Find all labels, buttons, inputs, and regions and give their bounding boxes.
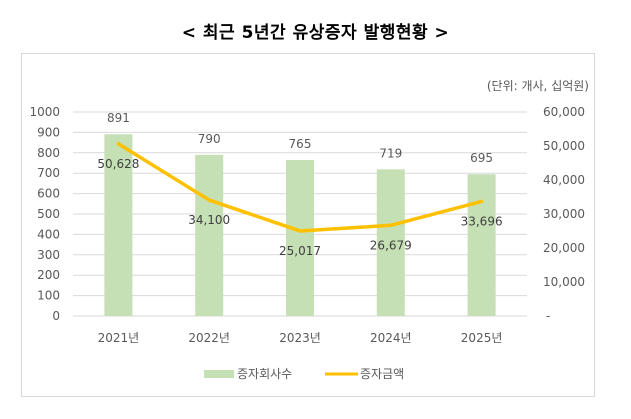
line-value-label: 50,628 <box>97 157 139 171</box>
legend-line-label: 증자금액 <box>360 367 404 381</box>
right-tick-label: 10,000 <box>543 275 585 289</box>
bar-value-label: 891 <box>107 111 130 125</box>
x-tick-label: 2022년 <box>188 331 230 345</box>
legend: 증자회사수 증자금액 <box>204 367 404 381</box>
bar-value-label: 765 <box>289 137 312 151</box>
line-value-label: 34,100 <box>188 213 230 227</box>
left-tick-label: 900 <box>37 125 60 139</box>
right-axis: - 10,000 20,000 30,000 40,000 50,000 60,000 <box>543 105 585 323</box>
left-tick-label: 0 <box>52 309 60 323</box>
bar <box>195 154 224 316</box>
left-tick-label: 300 <box>37 248 60 262</box>
x-tick-label: 2021년 <box>98 331 140 345</box>
chart-frame <box>21 53 595 397</box>
unit-note: (단위: 개사, 십억원) <box>487 79 589 93</box>
line-series-amount <box>116 142 484 233</box>
right-tick-label: 60,000 <box>543 105 585 119</box>
bar-value-label: 695 <box>470 151 493 165</box>
right-tick-label: 50,000 <box>543 139 585 153</box>
line-value-label: 25,017 <box>279 244 321 258</box>
left-tick-label: 100 <box>37 289 60 303</box>
x-tick-label: 2023년 <box>279 331 321 345</box>
legend-bar-swatch <box>204 370 234 378</box>
legend-bar-label: 증자회사수 <box>237 367 292 381</box>
right-tick-label: 20,000 <box>543 241 585 255</box>
bar-value-label: 719 <box>379 146 402 160</box>
bar <box>104 134 133 316</box>
left-tick-label: 1000 <box>29 105 60 119</box>
bar <box>467 174 496 316</box>
x-tick-label: 2025년 <box>461 331 503 345</box>
bar <box>286 159 314 316</box>
chart-title: < 최근 5년간 유상증자 발행현황 > <box>181 23 450 43</box>
bar-series-count <box>104 134 496 316</box>
right-tick-label: - <box>546 309 550 323</box>
bar <box>376 169 405 316</box>
line-data-labels: 50,628 34,100 25,017 26,679 33,696 <box>97 157 502 258</box>
x-axis: 2021년 2022년 2023년 2024년 2025년 <box>98 331 503 345</box>
line-value-label: 33,696 <box>461 214 503 228</box>
left-tick-label: 800 <box>37 146 60 160</box>
left-axis: 0 100 200 300 400 500 600 700 800 900 1000 <box>29 105 60 323</box>
bar-data-labels: 891 790 765 719 695 <box>107 111 493 165</box>
right-tick-label: 40,000 <box>543 173 585 187</box>
left-tick-label: 500 <box>37 207 60 221</box>
left-tick-label: 600 <box>37 187 60 201</box>
bar-value-label: 790 <box>198 132 221 146</box>
x-tick-label: 2024년 <box>370 331 412 345</box>
right-tick-label: 30,000 <box>543 207 585 221</box>
left-tick-label: 400 <box>37 227 60 241</box>
left-tick-label: 700 <box>37 166 60 180</box>
left-tick-label: 200 <box>37 268 60 282</box>
line-value-label: 26,679 <box>370 238 412 252</box>
amount-line <box>116 142 484 233</box>
